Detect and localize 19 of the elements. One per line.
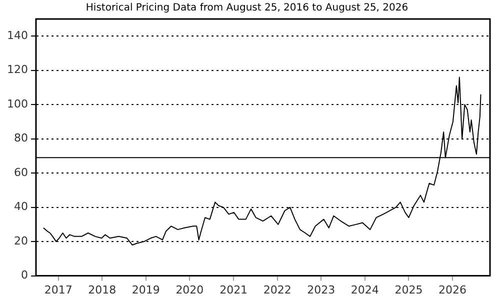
chart-title: Historical Pricing Data from August 25, 2016 to August 25, 2026 <box>86 2 408 14</box>
x-tick-label: 2025 <box>394 283 423 296</box>
y-tick-label: 20 <box>14 234 28 248</box>
x-tick-label: 2019 <box>132 283 160 296</box>
x-tick-label: 2018 <box>88 283 116 296</box>
x-tick-label: 2017 <box>44 283 72 296</box>
x-tick-label: 2022 <box>263 283 292 296</box>
y-tick-label: 120 <box>6 63 28 76</box>
y-tick-label: 60 <box>14 166 28 179</box>
y-tick-label: 80 <box>14 132 28 145</box>
y-tick-label: 140 <box>6 28 28 42</box>
x-tick-label: 2021 <box>220 283 248 296</box>
y-tick-label: 100 <box>6 97 28 110</box>
y-tick-label: 0 <box>20 268 28 282</box>
x-tick-label: 2024 <box>350 283 379 296</box>
y-tick-label: 40 <box>14 200 28 214</box>
x-tick-label: 2023 <box>307 283 336 296</box>
x-tick-label: 2026 <box>438 283 466 296</box>
x-tick-label: 2020 <box>176 283 204 296</box>
